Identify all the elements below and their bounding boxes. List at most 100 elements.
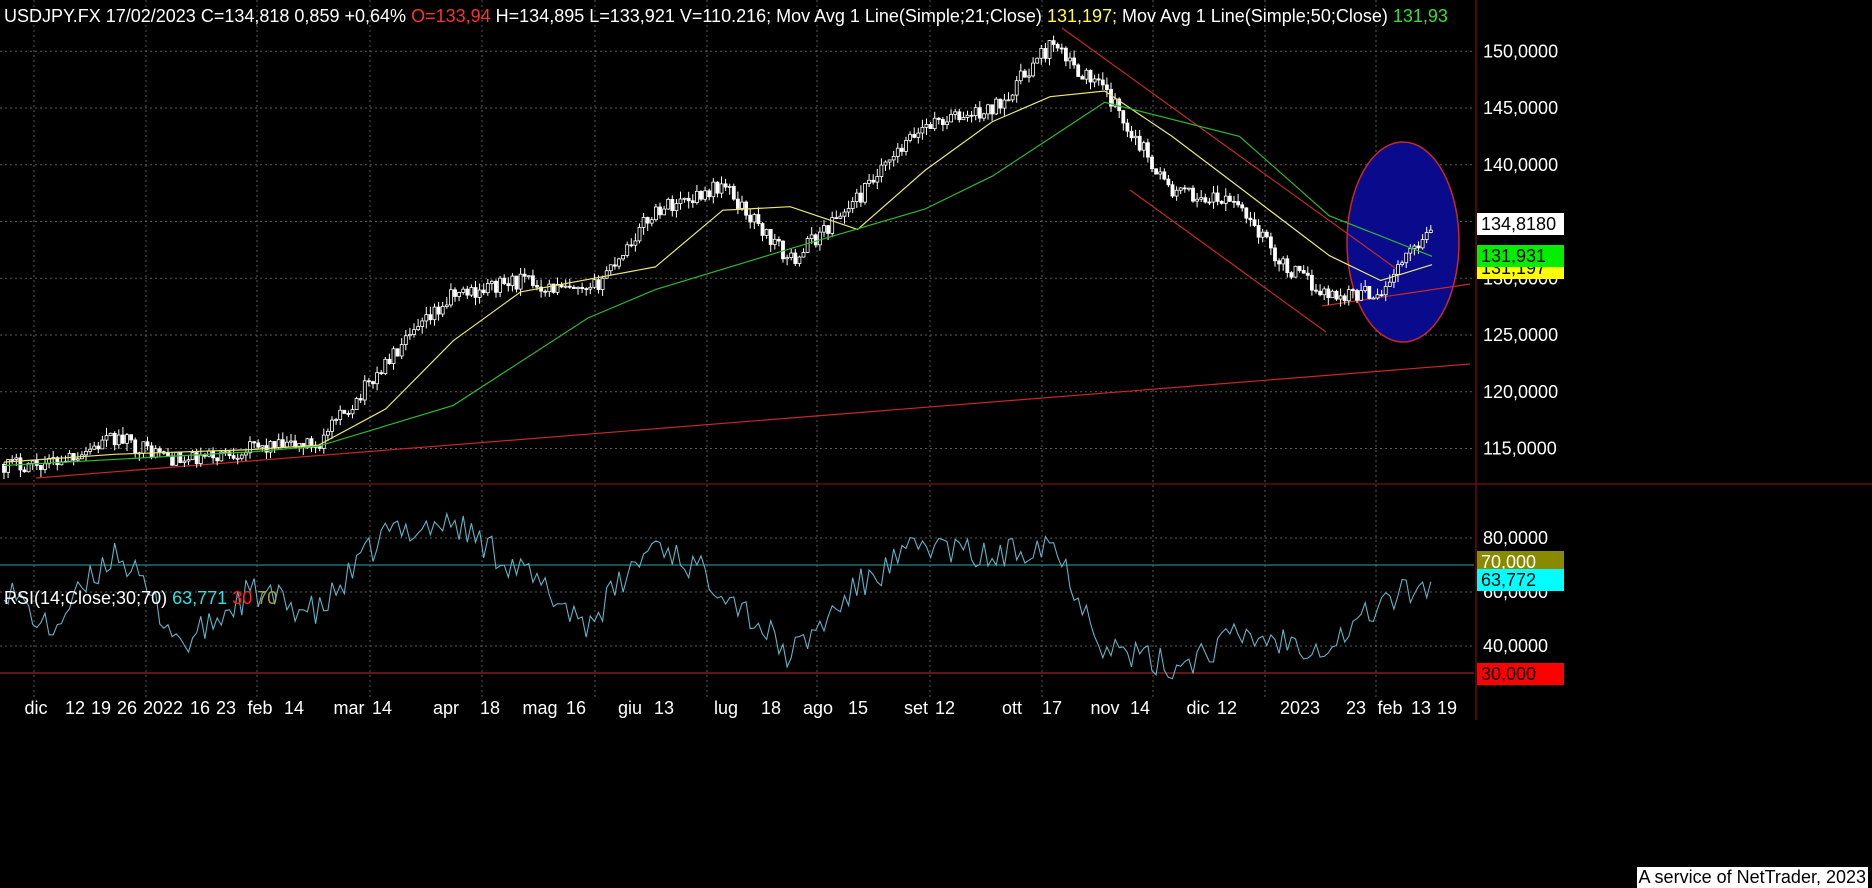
candle-body bbox=[805, 238, 810, 253]
candle-body bbox=[112, 432, 117, 446]
candle-body bbox=[998, 98, 1003, 109]
candle-body bbox=[1277, 260, 1281, 265]
candle-body bbox=[1207, 201, 1212, 204]
candle-body bbox=[1396, 264, 1400, 275]
candle-body bbox=[309, 438, 314, 448]
candle-body bbox=[1137, 135, 1142, 151]
candle-body bbox=[1182, 187, 1187, 190]
x-tick-label: 2023 bbox=[1280, 698, 1320, 718]
x-tick-label: mar bbox=[334, 698, 365, 718]
candle-body bbox=[371, 381, 375, 385]
candle-body bbox=[383, 358, 388, 375]
candle-body bbox=[777, 238, 781, 242]
candle-body bbox=[346, 413, 351, 415]
candle-body bbox=[166, 452, 170, 457]
candle-body bbox=[14, 457, 19, 460]
candle-body bbox=[1314, 289, 1318, 292]
candle-body bbox=[854, 192, 859, 202]
candle-body bbox=[256, 442, 261, 448]
candle-body bbox=[416, 326, 421, 331]
candle-body bbox=[424, 314, 429, 322]
candle-body bbox=[440, 306, 445, 315]
badge-rsi30-bg bbox=[1477, 663, 1564, 685]
candle-body bbox=[2, 463, 6, 473]
candle-body bbox=[813, 234, 818, 246]
candle-body bbox=[379, 372, 384, 375]
x-tick-label: 18 bbox=[480, 698, 500, 718]
candle-body bbox=[1244, 207, 1249, 219]
candle-body bbox=[977, 107, 982, 119]
candle-body bbox=[55, 457, 60, 466]
badge-rsi-bg bbox=[1477, 569, 1564, 591]
trendline bbox=[1129, 189, 1327, 333]
high-label: H=134,895 bbox=[495, 6, 585, 26]
candle-body bbox=[567, 285, 572, 288]
candle-body bbox=[707, 190, 712, 198]
candle-body bbox=[481, 289, 486, 294]
candle-body bbox=[1363, 286, 1368, 292]
candle-body bbox=[10, 459, 15, 461]
candle-body bbox=[1092, 78, 1097, 83]
candle-body bbox=[420, 320, 425, 327]
candle-body bbox=[174, 452, 179, 466]
candle-body bbox=[912, 134, 917, 138]
candle-body bbox=[1113, 98, 1117, 107]
candle-body bbox=[826, 225, 830, 234]
candle-body bbox=[719, 183, 724, 194]
candle-body bbox=[637, 226, 642, 242]
candle-body bbox=[654, 206, 658, 221]
candle-body bbox=[100, 439, 105, 450]
candle-body bbox=[30, 460, 35, 464]
candle-body bbox=[908, 134, 912, 141]
candle-body bbox=[990, 104, 994, 115]
candle-body bbox=[473, 287, 478, 298]
candle-body bbox=[461, 288, 466, 293]
candle-body bbox=[358, 398, 363, 401]
candle-body bbox=[846, 208, 851, 213]
badge-close-bg bbox=[1477, 213, 1564, 235]
candle-body bbox=[231, 455, 236, 459]
candle-body bbox=[26, 463, 31, 473]
candle-body bbox=[1371, 297, 1376, 300]
candle-body bbox=[1400, 262, 1404, 266]
candle-body bbox=[1248, 217, 1253, 221]
candle-body bbox=[891, 156, 896, 161]
candle-body bbox=[1043, 48, 1048, 59]
price-tick-label: 120,0000 bbox=[1483, 382, 1558, 402]
candle-body bbox=[555, 283, 560, 293]
candle-body bbox=[457, 292, 462, 297]
candle-body bbox=[18, 457, 23, 471]
axes: 150,0000145,0000140,0000135,0000130,0000… bbox=[24, 41, 1558, 718]
x-tick-label: feb bbox=[247, 698, 272, 718]
candle-body bbox=[1215, 192, 1220, 202]
candle-body bbox=[1154, 168, 1158, 175]
candle-body bbox=[994, 98, 999, 115]
candle-body bbox=[289, 440, 293, 443]
candle-body bbox=[1084, 69, 1089, 80]
candle-body bbox=[239, 454, 244, 459]
x-tick-label: 14 bbox=[372, 698, 392, 718]
candle-body bbox=[1281, 258, 1286, 265]
trendline bbox=[1061, 27, 1399, 271]
candle-body bbox=[248, 441, 252, 454]
candle-body bbox=[202, 454, 207, 457]
candle-body bbox=[489, 280, 494, 284]
candle-body bbox=[1055, 44, 1060, 49]
rsi-label: RSI(14;Close;30;70) bbox=[4, 588, 168, 608]
candle-body bbox=[1260, 231, 1265, 238]
x-tick-label: 12 bbox=[935, 698, 955, 718]
candle-body bbox=[453, 289, 457, 297]
x-tick-label: apr bbox=[433, 698, 459, 718]
x-tick-label: ago bbox=[803, 698, 833, 718]
candle-body bbox=[494, 280, 498, 293]
candle-body bbox=[47, 457, 51, 465]
candle-body bbox=[1162, 171, 1167, 180]
candle-body bbox=[1047, 40, 1052, 59]
x-tick-label: 13 bbox=[1411, 698, 1431, 718]
candle-body bbox=[764, 228, 769, 236]
candle-body bbox=[887, 159, 892, 163]
candle-body bbox=[477, 289, 482, 298]
price-tick-label: 145,0000 bbox=[1483, 98, 1558, 118]
x-tick-label: ott bbox=[1002, 698, 1022, 718]
candle-body bbox=[1383, 286, 1388, 296]
